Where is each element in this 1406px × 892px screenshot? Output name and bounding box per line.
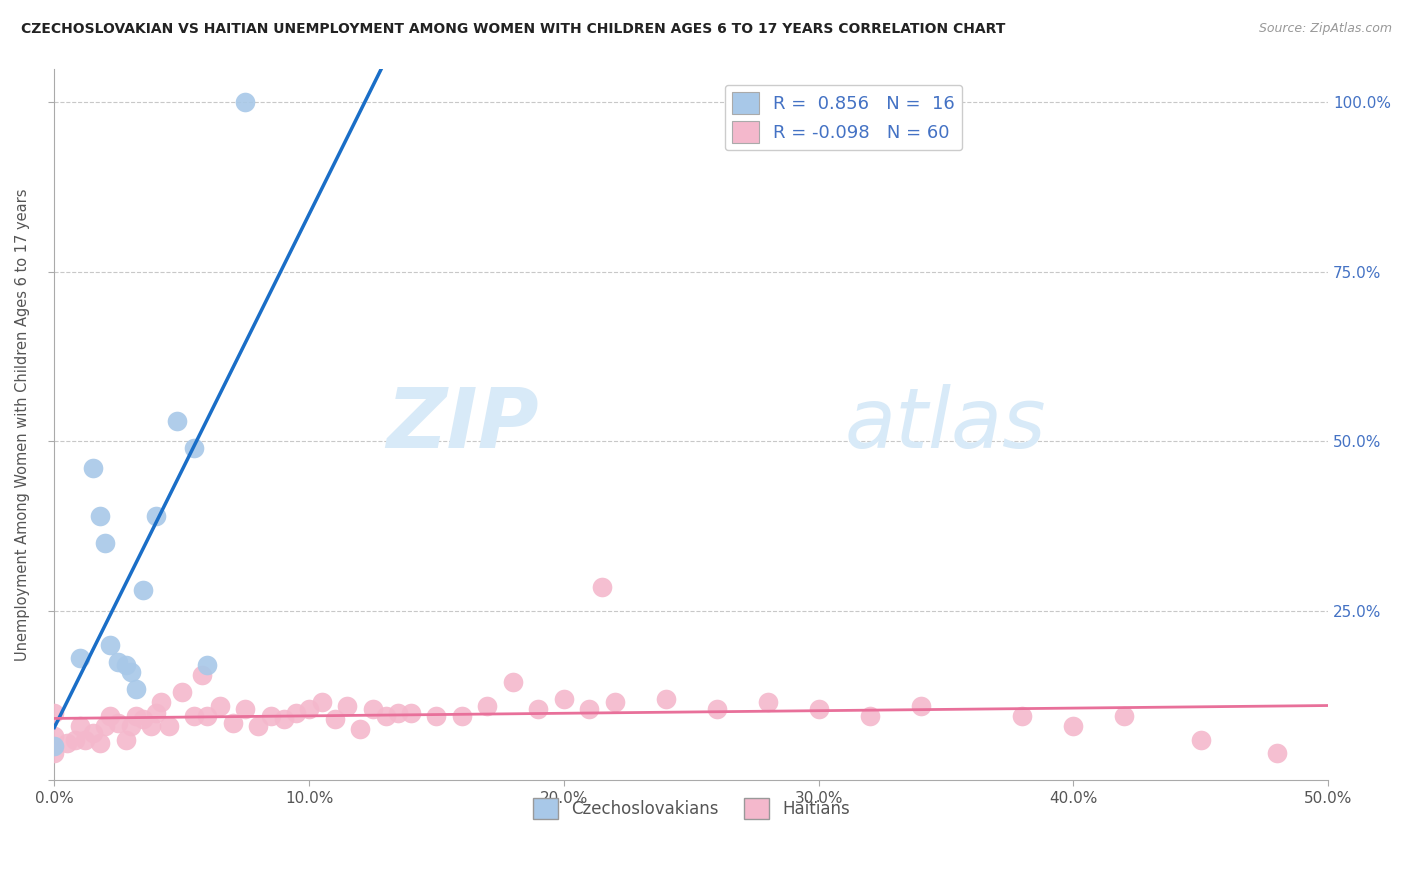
Point <box>260 709 283 723</box>
Text: CZECHOSLOVAKIAN VS HAITIAN UNEMPLOYMENT AMONG WOMEN WITH CHILDREN AGES 6 TO 17 Y: CZECHOSLOVAKIAN VS HAITIAN UNEMPLOYMENT … <box>21 22 1005 37</box>
Point <box>132 712 155 726</box>
Point <box>451 709 474 723</box>
Point <box>139 719 162 733</box>
Point <box>94 719 117 733</box>
Point <box>132 583 155 598</box>
Point <box>94 536 117 550</box>
Point <box>527 702 550 716</box>
Point <box>807 702 830 716</box>
Point <box>578 702 600 716</box>
Point <box>44 706 66 720</box>
Point <box>756 695 779 709</box>
Point <box>706 702 728 716</box>
Point <box>56 736 79 750</box>
Point <box>89 736 111 750</box>
Point <box>82 461 104 475</box>
Point <box>399 706 422 720</box>
Point <box>170 685 193 699</box>
Text: ZIP: ZIP <box>385 384 538 465</box>
Point <box>221 715 243 730</box>
Point <box>502 675 524 690</box>
Point <box>157 719 180 733</box>
Y-axis label: Unemployment Among Women with Children Ages 6 to 17 years: Unemployment Among Women with Children A… <box>15 188 30 661</box>
Point <box>910 698 932 713</box>
Point <box>553 692 575 706</box>
Point <box>1189 732 1212 747</box>
Point <box>69 651 91 665</box>
Point <box>858 709 880 723</box>
Point <box>120 719 142 733</box>
Point <box>44 729 66 743</box>
Point <box>285 706 308 720</box>
Point <box>150 695 173 709</box>
Point <box>361 702 384 716</box>
Point <box>273 712 295 726</box>
Point <box>311 695 333 709</box>
Point <box>323 712 346 726</box>
Point <box>655 692 678 706</box>
Point <box>69 719 91 733</box>
Point <box>145 706 167 720</box>
Point <box>1114 709 1136 723</box>
Point <box>107 655 129 669</box>
Point <box>120 665 142 679</box>
Point <box>374 709 396 723</box>
Point <box>191 668 214 682</box>
Point <box>1265 746 1288 760</box>
Point <box>425 709 447 723</box>
Point <box>114 732 136 747</box>
Point <box>349 723 371 737</box>
Point <box>1062 719 1084 733</box>
Legend: Czechoslovakians, Haitians: Czechoslovakians, Haitians <box>526 792 856 825</box>
Point <box>89 508 111 523</box>
Point <box>98 709 121 723</box>
Point <box>591 580 613 594</box>
Point <box>208 698 231 713</box>
Point <box>183 441 205 455</box>
Point <box>125 709 148 723</box>
Point <box>235 95 257 110</box>
Point <box>298 702 321 716</box>
Point <box>107 715 129 730</box>
Point <box>387 706 409 720</box>
Point <box>125 681 148 696</box>
Point <box>98 638 121 652</box>
Point <box>195 709 218 723</box>
Point <box>44 739 66 754</box>
Point <box>235 702 257 716</box>
Text: Source: ZipAtlas.com: Source: ZipAtlas.com <box>1258 22 1392 36</box>
Point <box>195 658 218 673</box>
Point <box>166 414 188 428</box>
Point <box>44 746 66 760</box>
Point <box>336 698 359 713</box>
Point <box>477 698 499 713</box>
Point <box>114 658 136 673</box>
Point <box>603 695 626 709</box>
Point <box>63 732 86 747</box>
Text: atlas: atlas <box>844 384 1046 465</box>
Point <box>183 709 205 723</box>
Point <box>1011 709 1033 723</box>
Point <box>145 508 167 523</box>
Point <box>73 732 96 747</box>
Point <box>247 719 270 733</box>
Point <box>82 726 104 740</box>
